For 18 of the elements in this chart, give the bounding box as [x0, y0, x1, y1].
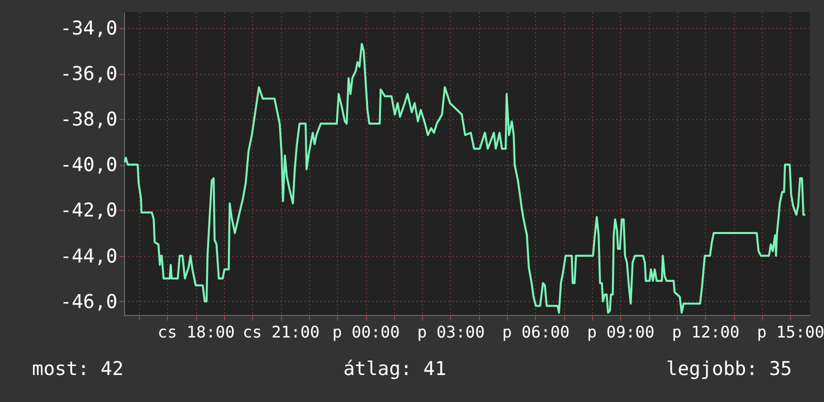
text: átlag: 41 — [343, 358, 446, 380]
x-tick-label: p 12:00 — [672, 322, 740, 342]
x-tick-label: cs 21:00 — [242, 322, 320, 342]
x-tick-label: p 06:00 — [502, 322, 570, 342]
text: legjobb: 35 — [666, 358, 792, 380]
text: most: 42 — [32, 358, 124, 380]
y-tick-label: -34,0 — [60, 17, 118, 40]
x-tick-label: p 00:00 — [332, 322, 400, 342]
y-tick-label: -42,0 — [60, 200, 118, 222]
y-tick-label: -46,0 — [60, 290, 118, 313]
y-tick-label: -38,0 — [60, 108, 118, 131]
x-tick-label: p 15:00 — [756, 322, 824, 342]
x-tick-label: p 03:00 — [417, 322, 485, 342]
y-tick-label: -36,0 — [60, 63, 118, 86]
y-tick-label: -44,0 — [60, 245, 118, 268]
y-tick-label: -40,0 — [60, 154, 118, 176]
x-tick-label: p 09:00 — [587, 322, 655, 342]
x-tick-label: cs 18:00 — [158, 322, 235, 342]
